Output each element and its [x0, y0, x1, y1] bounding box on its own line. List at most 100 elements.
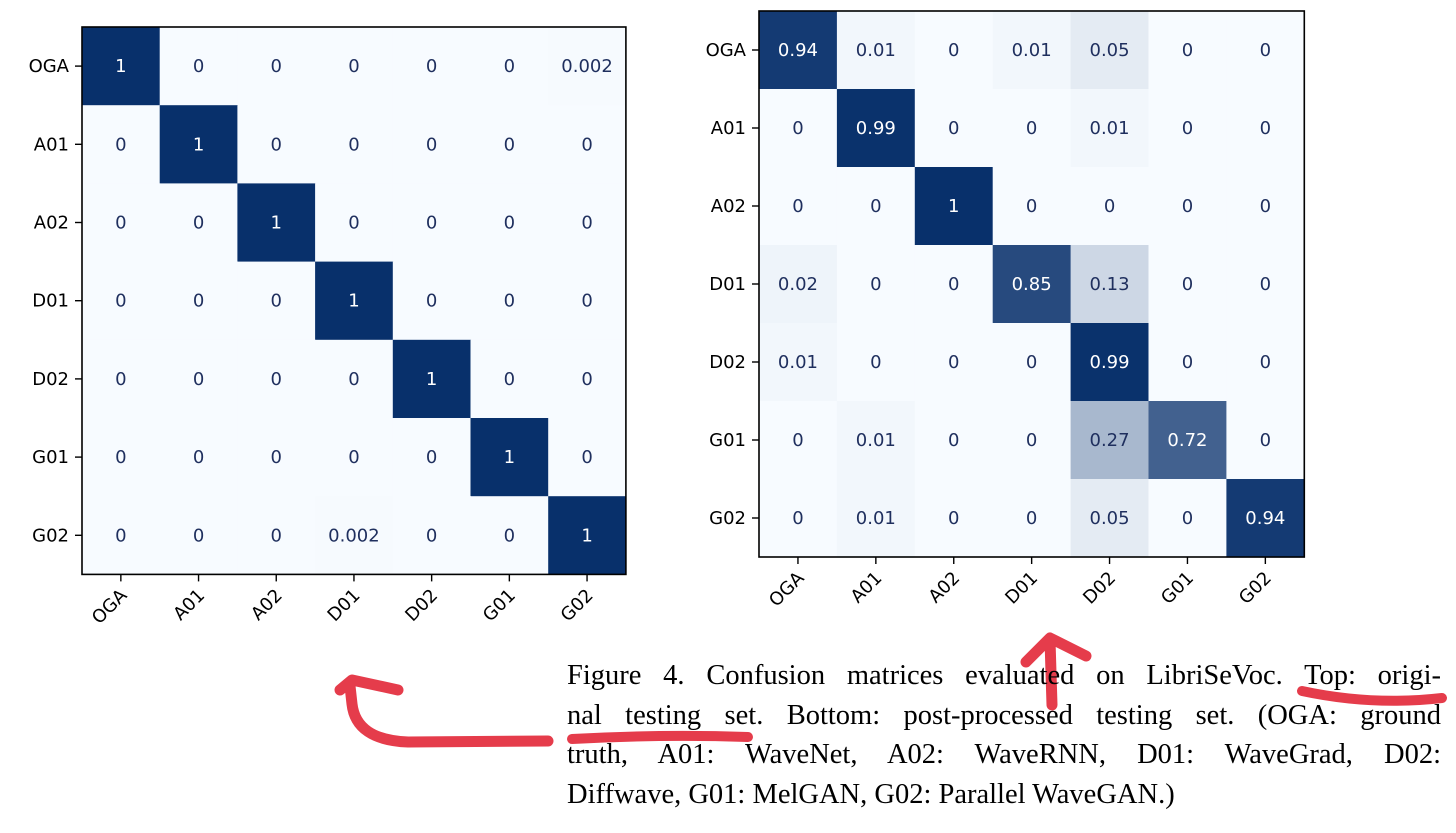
heatmap-cell	[1070, 11, 1150, 90]
cell-value-label: 0	[115, 291, 126, 312]
red-annotations	[334, 632, 1447, 748]
cell-value-label: 0	[1260, 118, 1271, 139]
cell-value-label: 0	[1182, 118, 1193, 139]
cell-value-label: 0	[870, 274, 881, 295]
cell-value-label: 0	[792, 118, 803, 139]
cell-value-label: 0	[948, 352, 959, 373]
heatmap-cell	[392, 27, 472, 106]
heatmap-cell	[470, 105, 549, 184]
y-tick-label: G01	[32, 447, 69, 468]
cell-value-label: 0	[271, 369, 282, 390]
y-tick-label: D01	[32, 291, 69, 312]
heatmap-cell	[759, 401, 838, 480]
heatmap-cell	[836, 89, 916, 168]
heatmap-cell	[836, 479, 916, 558]
heatmap-cell	[548, 27, 627, 106]
cell-value-label: 0	[1026, 508, 1037, 529]
cell-value-label: 0	[581, 213, 592, 234]
cell-value-label: 0.94	[1245, 508, 1285, 529]
x-tick-label: D02	[401, 585, 442, 626]
x-tick-label: G02	[1235, 568, 1276, 609]
heatmap-cell	[992, 11, 1072, 90]
cell-value-label: 0	[271, 134, 282, 155]
cell-value-label: 0	[1104, 196, 1115, 217]
heatmap-cell	[237, 496, 316, 575]
heatmap-cell	[470, 261, 549, 341]
cell-value-label: 0	[1260, 196, 1271, 217]
cell-value-label: 0.94	[778, 40, 818, 61]
cell-value-label: 0.002	[328, 525, 380, 546]
cell-value-label: 1	[948, 196, 959, 217]
x-tick-label: D02	[1079, 568, 1120, 609]
x-tick-label: OGA	[765, 567, 809, 611]
cell-value-label: 0	[948, 508, 959, 529]
cell-value-label: 0	[1260, 352, 1271, 373]
cell-value-label: 0	[581, 447, 592, 468]
cell-value-label: 0	[348, 369, 359, 390]
cell-value-label: 0.01	[856, 508, 896, 529]
cell-value-label: 0.72	[1167, 430, 1207, 451]
x-tick-label: A02	[925, 568, 965, 608]
heatmap-cell	[470, 418, 549, 497]
heatmap-cell	[315, 261, 394, 341]
heatmap-cell	[1070, 167, 1150, 246]
cell-value-label: 0	[792, 508, 803, 529]
heatmap-cell	[315, 105, 394, 184]
cell-value-label: 0	[1026, 430, 1037, 451]
cell-value-label: 0	[1182, 40, 1193, 61]
cell-value-label: 0	[1260, 430, 1271, 451]
arrow-to-left-matrix	[334, 674, 554, 748]
y-tick-label: A02	[711, 196, 746, 217]
cell-value-label: 0	[426, 525, 437, 546]
cell-value-label: 0	[115, 213, 126, 234]
cell-value-label: 0	[1182, 508, 1193, 529]
heatmap-cell	[914, 11, 994, 90]
heatmap-cell	[82, 261, 161, 341]
cell-value-label: 0	[271, 291, 282, 312]
heatmap-cell	[548, 105, 627, 184]
heatmap-cell	[237, 339, 316, 419]
heatmap-cell	[470, 496, 549, 575]
cell-value-label: 0	[948, 430, 959, 451]
y-tick-label: OGA	[706, 40, 747, 61]
y-tick-label: G02	[709, 508, 746, 529]
heatmap-cell	[992, 167, 1072, 246]
y-tick-label: A01	[711, 118, 746, 139]
heatmap-cell	[914, 167, 994, 246]
cell-value-label: 1	[504, 447, 515, 468]
heatmap-cell	[392, 339, 472, 419]
caption-line: Diffwave, G01: MelGAN, G02: Parallel Wav…	[567, 778, 1175, 810]
cell-value-label: 0	[193, 369, 204, 390]
cell-value-label: 0	[1182, 196, 1193, 217]
heatmap-cell	[1226, 167, 1305, 246]
cell-value-label: 0.01	[1090, 118, 1130, 139]
heatmap-cell	[315, 496, 394, 575]
cell-value-label: 1	[271, 213, 282, 234]
cell-value-label: 0	[348, 447, 359, 468]
heatmap-cell	[548, 418, 627, 497]
caption-line: nal testing set. Bottom: post-processed …	[567, 699, 1441, 731]
cell-value-label: 0	[792, 196, 803, 217]
heatmap-cell	[237, 418, 316, 497]
cell-value-label: 0.05	[1090, 508, 1130, 529]
cell-value-label: 0.85	[1012, 274, 1052, 295]
heatmap-cell	[237, 27, 316, 106]
y-tick-label: D02	[709, 352, 746, 373]
heatmap-cell	[470, 27, 549, 106]
cell-value-label: 0	[271, 56, 282, 77]
heatmap-cell	[1148, 89, 1227, 168]
cell-value-label: 0	[504, 525, 515, 546]
heatmap-cell	[914, 401, 994, 480]
underline-top-origi	[1297, 686, 1447, 706]
y-tick-label: A02	[34, 213, 69, 234]
heatmap-cell	[392, 183, 472, 263]
heatmap-cell	[914, 245, 994, 324]
heatmap-cell	[159, 418, 238, 497]
cell-value-label: 0	[504, 291, 515, 312]
heatmap-cell	[82, 496, 161, 575]
cell-value-label: 1	[193, 134, 204, 155]
cell-value-label: 0	[348, 56, 359, 77]
cell-value-label: 0	[1260, 274, 1271, 295]
cell-value-label: 0.13	[1090, 274, 1130, 295]
